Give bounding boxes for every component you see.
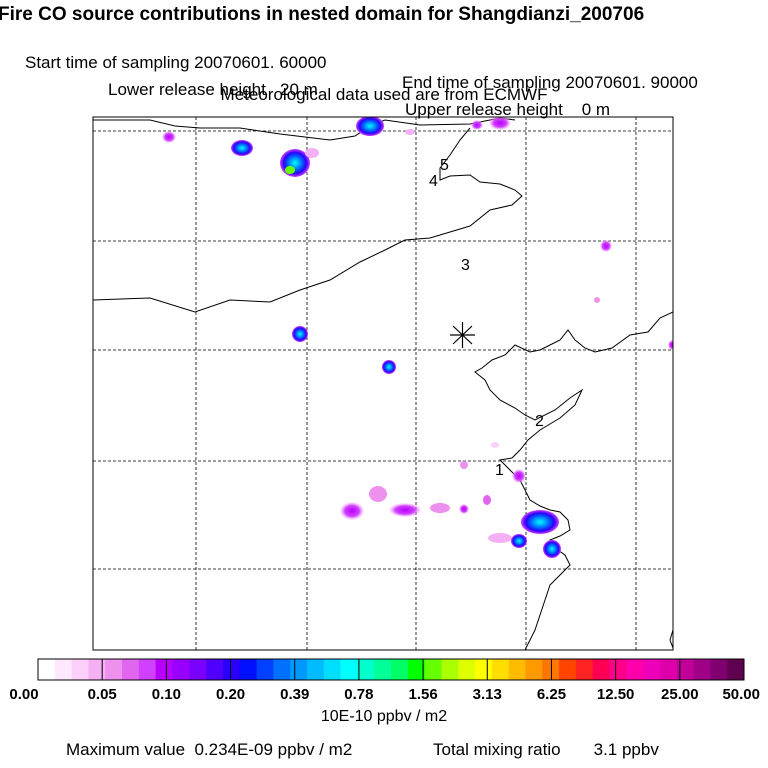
colorbar-swatch — [122, 659, 140, 680]
colorbar-swatch — [222, 659, 241, 680]
colorbar-tick-label: 0.78 — [344, 686, 373, 703]
colorbar-swatch — [323, 659, 342, 680]
colorbar-swatch — [357, 659, 375, 680]
end-time-label: End time of sampling 20070601. 90000 — [402, 73, 698, 92]
colorbar-swatch — [256, 659, 274, 680]
colorbar-swatch — [626, 659, 644, 680]
colorbar-swatch — [727, 659, 745, 680]
region-label-3: 3 — [461, 257, 470, 274]
colorbar-tick-label: 25.00 — [661, 686, 699, 703]
colorbar-tick-label: 12.50 — [597, 686, 635, 703]
max-value-label: Maximum value 0.234E-09 ppbv / m2 — [66, 740, 353, 759]
colorbar-swatch — [542, 659, 560, 680]
region-labels: 1 2 3 4 5 — [429, 157, 544, 479]
colorbar-swatch — [643, 659, 661, 680]
grid-lines — [93, 117, 673, 650]
sampling-times: Start time of sampling 20070601. 60000 E… — [0, 33, 768, 93]
region-label-4: 4 — [429, 173, 438, 190]
colorbar-swatch — [374, 659, 392, 680]
colorbar-swatch — [424, 659, 442, 680]
colorbar-swatch — [273, 659, 291, 680]
colorbar-swatch — [559, 659, 577, 680]
colorbar-swatch — [239, 659, 258, 680]
colorbar-swatch — [290, 659, 308, 680]
colorbar-swatch — [659, 659, 678, 680]
colorbar-tick-label: 1.56 — [408, 686, 437, 703]
colorbar-swatch — [676, 659, 695, 680]
map-title: Fire CO source contributions in nested d… — [0, 4, 645, 25]
fire-plumes — [162, 117, 673, 558]
colorbar-unit-label: 10E-10 ppbv / m2 — [320, 708, 448, 725]
colorbar-tick-label: 50.00 — [722, 686, 760, 703]
start-time-label: Start time of sampling 20070601. 60000 — [25, 53, 327, 72]
colorbar-swatch — [475, 659, 493, 680]
colorbar-swatches — [38, 659, 745, 680]
station-marker — [450, 322, 475, 348]
colorbar-swatch — [458, 659, 476, 680]
colorbar-swatch — [592, 659, 611, 680]
colorbar-swatch — [306, 659, 325, 680]
colorbar-tick-label: 0.39 — [280, 686, 309, 703]
map-frame — [92, 116, 674, 651]
region-label-5: 5 — [440, 157, 449, 174]
colorbar-swatch — [693, 659, 711, 680]
colorbar-swatch — [189, 659, 207, 680]
colorbar-tick-label: 0.05 — [88, 686, 117, 703]
colorbar-swatch — [38, 659, 56, 680]
colorbar-swatch — [172, 659, 190, 680]
colorbar-swatch — [88, 659, 106, 680]
colorbar-swatch — [54, 659, 73, 680]
region-label-2: 2 — [535, 413, 544, 430]
colorbar-swatch — [155, 659, 173, 680]
colorbar-frame — [37, 658, 745, 681]
colorbar-tick-label: 0.20 — [216, 686, 245, 703]
total-mixing-ratio: Total mixing ratio 3.1 ppbv — [433, 740, 659, 759]
colorbar-tick-label: 3.13 — [473, 686, 502, 703]
colorbar-swatch — [105, 659, 123, 680]
colorbar-swatch — [71, 659, 89, 680]
colorbar-swatch — [525, 659, 543, 680]
colorbar-swatch — [441, 659, 459, 680]
release-heights: Lower release height 20 m Upper release … — [0, 60, 768, 120]
colorbar-tick-label: 0.00 — [9, 686, 38, 703]
colorbar-swatch — [609, 659, 627, 680]
colorbar-swatch — [340, 659, 358, 680]
colorbar-swatch — [575, 659, 594, 680]
lower-release-height: Lower release height 20 m — [108, 80, 318, 99]
region-label-1: 1 — [495, 462, 504, 479]
colorbar-swatch — [491, 659, 510, 680]
colorbar-swatch — [407, 659, 426, 680]
met-data-note: Meteorological data used are from ECMWF — [220, 85, 548, 104]
colorbar-swatch — [206, 659, 224, 680]
colorbar-swatch — [138, 659, 157, 680]
colorbar-swatch — [508, 659, 526, 680]
colorbar-tick-label: 6.25 — [537, 686, 566, 703]
upper-release-height: Upper release height 0 m — [405, 100, 611, 119]
colorbar-tick-label: 0.10 — [152, 686, 181, 703]
colorbar-swatch — [710, 659, 728, 680]
colorbar-swatch — [391, 659, 409, 680]
